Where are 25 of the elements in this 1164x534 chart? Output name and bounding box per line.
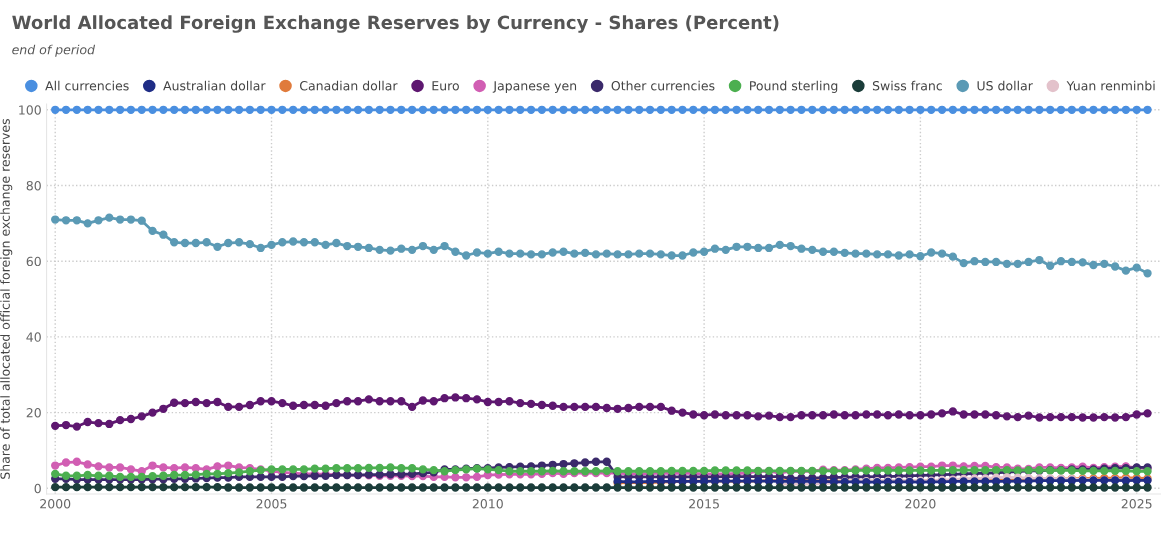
y-tick-label: 40	[26, 332, 41, 342]
legend-label: Swiss franc	[872, 80, 942, 91]
x-tick-label: 2025	[1121, 499, 1152, 509]
x-tick-label: 2000	[40, 499, 71, 509]
x-tick-label: 2010	[472, 499, 503, 509]
legend-label: Yuan renminbi	[1066, 80, 1155, 91]
legend-label: Japanese yen	[492, 81, 577, 93]
legend-label: Canadian dollar	[299, 80, 398, 91]
legend-label: All currencies	[45, 80, 129, 91]
y-tick-label: 60	[26, 256, 41, 267]
x-tick-label: 2005	[256, 499, 287, 509]
legend-label: Australian dollar	[163, 80, 266, 91]
y-tick-label: 0	[34, 483, 41, 494]
y-axis-title: Share of total allocated official foreign exchange reserves	[0, 119, 13, 479]
legend-label: Euro	[432, 81, 459, 91]
legend-label: Other currencies	[611, 80, 715, 91]
legend-label: US dollar	[977, 80, 1033, 91]
y-tick-label: 80	[26, 180, 41, 191]
chart-title: World Allocated Foreign Exchange Reserves by Currency - Shares (Percent)	[12, 15, 779, 33]
y-tick-label: 20	[26, 408, 41, 418]
chart-subtitle: end of period	[12, 44, 96, 57]
legend-label: Pound sterling	[750, 80, 838, 93]
x-tick-label: 2020	[905, 499, 936, 509]
x-tick-label: 2015	[689, 499, 719, 509]
y-tick-label: 100	[19, 105, 41, 115]
